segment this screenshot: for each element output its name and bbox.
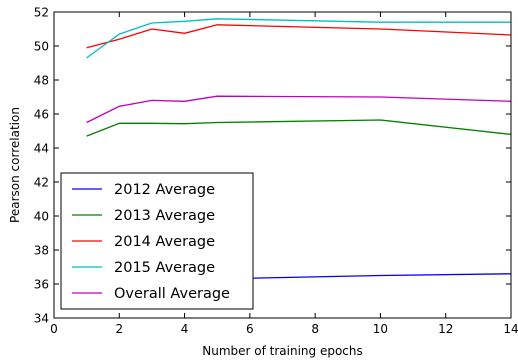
x-tick-label: 4 — [181, 322, 189, 336]
y-tick-label: 36 — [34, 278, 49, 292]
x-tick-label: 0 — [50, 322, 58, 336]
series-line-3 — [86, 24, 512, 49]
y-tick-label: 48 — [34, 74, 49, 88]
legend-label: 2015 Average — [114, 260, 215, 276]
x-tick-label: 8 — [311, 322, 319, 336]
y-tick-label: 40 — [34, 210, 49, 224]
legend-label: Overall Average — [114, 286, 230, 302]
legend-label: 2012 Average — [114, 182, 215, 198]
legend: 2012 Average 2013 Average 2014 Average 2015… — [60, 172, 254, 310]
x-tick-label: 10 — [373, 322, 388, 336]
x-tick-label: 2 — [115, 322, 123, 336]
series-line-2 — [86, 119, 512, 137]
y-tick-label: 34 — [34, 312, 49, 326]
y-tick-label: 38 — [34, 244, 49, 258]
y-tick-label: 46 — [34, 108, 49, 122]
y-tick-label: 52 — [34, 6, 49, 20]
plot-frame — [53, 11, 512, 319]
legend-label: 2013 Average — [114, 208, 215, 224]
y-tick-label: 50 — [34, 40, 49, 54]
x-tick-label: 14 — [503, 322, 518, 336]
y-tick-label: 44 — [34, 142, 49, 156]
legend-label: 2014 Average — [114, 234, 215, 250]
series-line-5 — [86, 95, 512, 124]
series-line-4 — [86, 18, 511, 59]
x-tick-label: 6 — [246, 322, 254, 336]
y-axis-label: Pearson correlation — [8, 107, 22, 223]
y-tick-label: 42 — [34, 176, 49, 190]
x-tick-label: 12 — [438, 322, 453, 336]
x-axis-label: Number of training epochs — [202, 344, 363, 358]
